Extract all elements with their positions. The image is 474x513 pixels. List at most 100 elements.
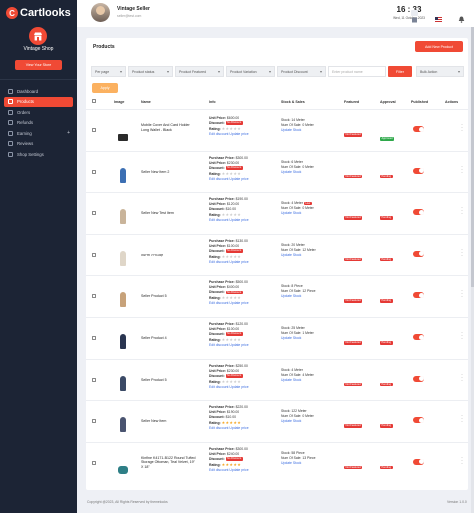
row-checkbox[interactable] xyxy=(92,169,96,174)
star-icon: ★ xyxy=(229,461,234,467)
user-avatar[interactable] xyxy=(91,3,110,22)
unit-price-value: $240.00 xyxy=(226,451,240,456)
published-toggle[interactable] xyxy=(413,250,424,257)
expand-icon[interactable]: + xyxy=(67,130,70,136)
edit-discount-link[interactable]: Edit discount xyxy=(209,259,229,264)
row-checkbox[interactable] xyxy=(92,336,96,340)
add-new-product-button[interactable]: Add New Product xyxy=(415,41,463,52)
notification-bell-icon[interactable] xyxy=(458,10,465,23)
published-toggle[interactable] xyxy=(413,375,424,382)
row-actions-menu-icon[interactable]: · · · xyxy=(461,288,463,301)
row-actions-menu-icon[interactable]: · · · xyxy=(461,371,463,384)
sidebar-item-dashboard[interactable]: Dashboard xyxy=(4,86,73,96)
row-checkbox[interactable] xyxy=(92,419,96,424)
sidebar-item-reviews[interactable]: Reviews xyxy=(4,139,73,149)
star-icon: ★ xyxy=(221,253,226,259)
star-icon: ★ xyxy=(225,378,230,384)
sales-label: Num Of Sale: xyxy=(281,206,302,211)
update-stock-link[interactable]: Update Stock xyxy=(281,419,302,424)
edit-discount-link[interactable]: Edit discount xyxy=(209,132,229,136)
approval-badge: Pending xyxy=(380,382,393,387)
row-checkbox[interactable] xyxy=(92,128,96,132)
update-stock-link[interactable]: Update Stock xyxy=(281,460,302,465)
update-stock-link[interactable]: Update Stock xyxy=(281,169,302,174)
table-row: Seller Product 4 Purchase Price: $120.00 U… xyxy=(86,317,468,359)
featured-badge[interactable]: Not Featured xyxy=(344,424,363,428)
update-price-link[interactable]: Update price xyxy=(229,301,249,306)
update-price-link[interactable]: Update price xyxy=(229,176,249,181)
featured-badge[interactable]: Not Featured xyxy=(344,299,363,303)
edit-discount-link[interactable]: Edit discount xyxy=(209,301,229,306)
row-checkbox[interactable] xyxy=(92,460,96,465)
published-toggle[interactable] xyxy=(413,334,424,340)
row-checkbox[interactable] xyxy=(92,377,96,382)
update-price-link[interactable]: Update price xyxy=(229,218,249,223)
per-page-select[interactable]: Per page ▾ xyxy=(91,66,126,77)
row-actions-menu-icon[interactable]: · · · xyxy=(461,246,463,259)
edit-discount-link[interactable]: Edit discount xyxy=(209,343,229,347)
update-stock-link[interactable]: Update Stock xyxy=(281,128,302,132)
filter-button[interactable]: Filter xyxy=(388,66,412,77)
update-stock-link[interactable]: Update Stock xyxy=(281,377,302,382)
earning-icon xyxy=(8,130,13,136)
row-actions-menu-icon[interactable]: · · · xyxy=(461,122,463,134)
us-flag-icon[interactable] xyxy=(435,10,442,23)
product-status-select[interactable]: Product status ▾ xyxy=(128,66,173,77)
product-featured-select[interactable]: Product Featured ▾ xyxy=(175,66,224,77)
update-price-link[interactable]: Update price xyxy=(229,426,249,431)
update-stock-link[interactable]: Update Stock xyxy=(281,252,302,257)
row-actions-menu-icon[interactable]: · · · xyxy=(461,413,463,426)
edit-discount-link[interactable]: Edit discount xyxy=(209,176,229,181)
page-scrollbar[interactable] xyxy=(471,27,474,513)
row-actions-menu-icon[interactable]: · · · xyxy=(461,163,463,176)
row-checkbox[interactable] xyxy=(92,211,96,216)
product-search-input[interactable]: Enter product name xyxy=(328,66,386,77)
update-stock-link[interactable]: Update Stock xyxy=(281,211,302,216)
bulk-action-select[interactable]: Bulk Action ▾ xyxy=(416,66,464,77)
star-icon: ★ xyxy=(229,253,234,259)
featured-badge[interactable]: Not Featured xyxy=(344,382,363,387)
featured-badge[interactable]: Not Featured xyxy=(344,216,363,220)
published-toggle[interactable] xyxy=(413,126,424,132)
apply-button[interactable]: Apply xyxy=(92,83,118,93)
published-toggle[interactable] xyxy=(413,292,424,299)
edit-discount-link[interactable]: Edit discount xyxy=(209,426,229,431)
published-toggle[interactable] xyxy=(413,458,424,465)
product-discount-select[interactable]: Product Discount ▾ xyxy=(277,66,326,77)
featured-badge[interactable]: Not Featured xyxy=(344,465,363,470)
row-checkbox[interactable] xyxy=(92,294,96,299)
featured-badge[interactable]: Not Featured xyxy=(344,257,363,262)
edit-discount-link[interactable]: Edit discount xyxy=(209,218,229,223)
view-store-button[interactable]: View Your Store xyxy=(15,60,62,70)
row-actions-menu-icon[interactable]: · · · xyxy=(461,205,463,218)
featured-badge[interactable]: Not Featured xyxy=(344,174,363,179)
sidebar-item-refunds[interactable]: Refunds xyxy=(4,118,73,128)
published-toggle[interactable] xyxy=(413,209,424,216)
row-actions-menu-icon[interactable]: · · · xyxy=(461,330,463,342)
scrollbar-thumb[interactable] xyxy=(471,27,474,287)
sidebar-item-orders[interactable]: Orders xyxy=(4,107,73,117)
storefront-icon[interactable] xyxy=(411,10,418,23)
update-price-link[interactable]: Update price xyxy=(229,467,249,472)
update-price-link[interactable]: Update price xyxy=(229,132,249,136)
sidebar-item-shop-settings[interactable]: Shop Settings xyxy=(4,149,73,159)
update-price-link[interactable]: Update price xyxy=(229,343,249,347)
brand-logo[interactable]: C Cartlooks xyxy=(6,6,71,20)
published-toggle[interactable] xyxy=(413,167,424,174)
update-stock-link[interactable]: Update Stock xyxy=(281,336,302,340)
update-price-link[interactable]: Update price xyxy=(229,259,249,264)
product-info: Purchase Price: $250.00 Unit Price: $230.… xyxy=(209,364,279,390)
sidebar-item-earning[interactable]: Earning + xyxy=(4,128,73,138)
featured-badge[interactable]: Not Featured xyxy=(344,340,363,345)
product-variation-select[interactable]: Product Variation ▾ xyxy=(226,66,275,77)
edit-discount-link[interactable]: Edit discount xyxy=(209,467,229,472)
row-actions-menu-icon[interactable]: · · · xyxy=(461,454,463,467)
row-checkbox[interactable] xyxy=(92,252,96,257)
update-price-link[interactable]: Update price xyxy=(229,384,249,389)
sidebar-item-products[interactable]: Products xyxy=(4,96,73,107)
featured-badge[interactable]: Not Featured xyxy=(344,132,363,137)
select-all-checkbox[interactable] xyxy=(92,99,96,103)
update-stock-link[interactable]: Update Stock xyxy=(281,294,302,299)
published-toggle[interactable] xyxy=(413,417,424,424)
edit-discount-link[interactable]: Edit discount xyxy=(209,384,229,389)
